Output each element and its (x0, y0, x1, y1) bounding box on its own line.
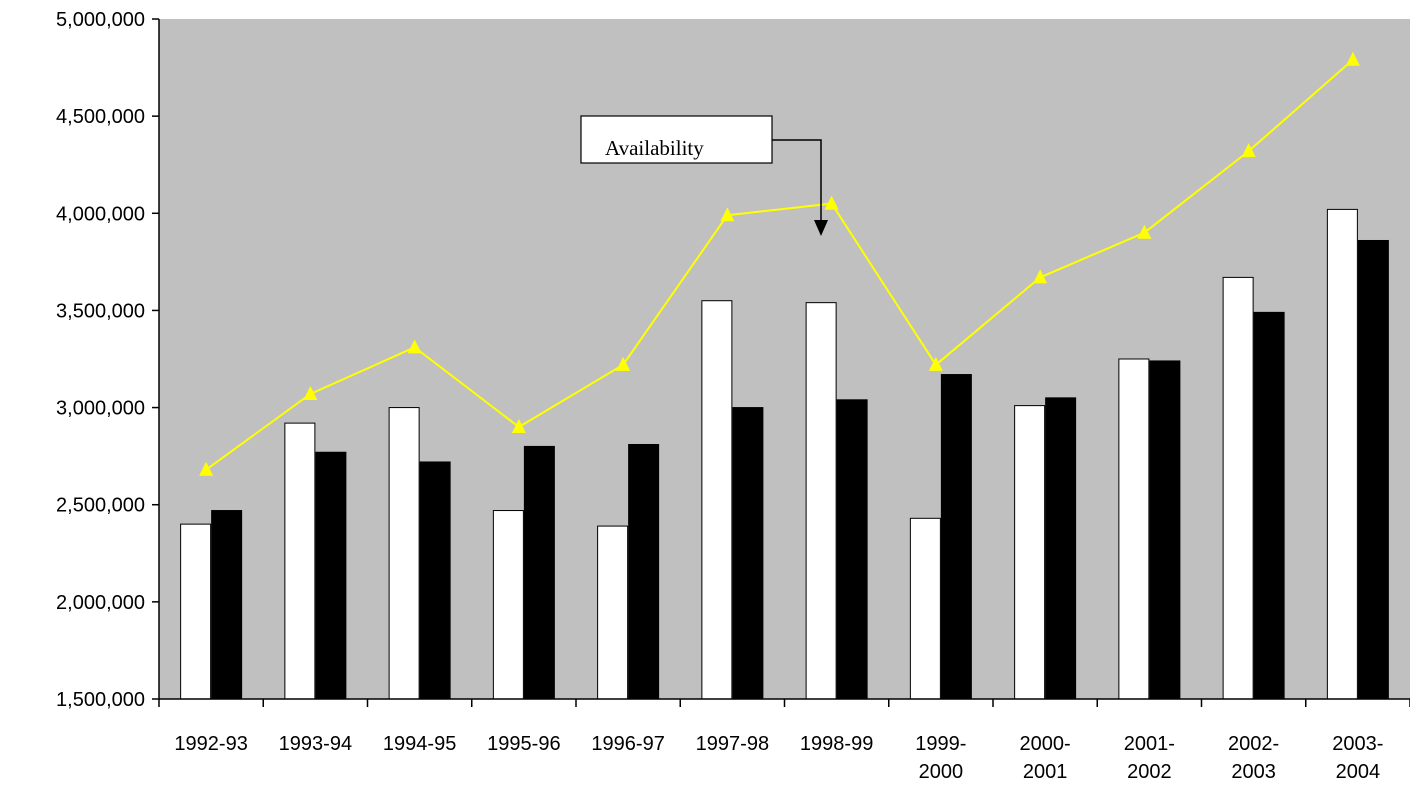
bar-white-1995-96 (492, 510, 524, 700)
bar-black-2001-2002 (1149, 360, 1181, 700)
bar-black-1992-93 (211, 510, 243, 700)
availability-marker-2002-2003 (1241, 143, 1256, 158)
x-tick-label: 1996-97 (591, 733, 664, 755)
availability-marker-1999-2000 (928, 356, 943, 371)
x-tick-label: 2003-2004 (1332, 733, 1383, 783)
bar-black-2003-2004 (1357, 239, 1389, 700)
x-tick-label: 2000-2001 (1020, 733, 1071, 783)
availability-marker-1997-98 (720, 207, 735, 222)
y-tick-label: 3,500,000 (56, 300, 145, 322)
y-tick-label: 2,500,000 (56, 495, 145, 517)
bar-white-1992-93 (180, 523, 212, 700)
bar-white-2000-2001 (1014, 405, 1046, 700)
bar-black-1999-2000 (940, 374, 972, 700)
y-tick-label: 5,000,000 (56, 9, 145, 31)
x-tick-label: 1992-93 (174, 733, 247, 755)
y-tick-label: 4,500,000 (56, 106, 145, 128)
bar-white-1994-95 (388, 407, 420, 700)
bar-black-2000-2001 (1045, 397, 1077, 700)
bar-black-1996-97 (628, 443, 660, 700)
annotation-label: Availability (605, 136, 704, 160)
y-tick-label: 3,000,000 (56, 398, 145, 420)
y-tick-label: 4,000,000 (56, 203, 145, 225)
availability-marker-1994-95 (407, 339, 422, 354)
availability-marker-1995-96 (511, 419, 526, 433)
bar-white-1993-94 (284, 422, 316, 700)
bar-white-1997-98 (701, 300, 733, 700)
availability-marker-2000-2001 (1033, 269, 1048, 284)
x-tick-label: 1999-2000 (915, 733, 966, 783)
x-tick-label: 2002-2003 (1228, 733, 1279, 783)
x-tick-label: 1995-96 (487, 733, 560, 755)
plot-area (159, 19, 1410, 699)
bar-black-1994-95 (419, 461, 451, 700)
availability-marker-1993-94 (303, 385, 318, 400)
x-tick-label: 1998-99 (800, 733, 873, 755)
availability-marker-1996-97 (616, 356, 631, 371)
y-tick-label: 2,000,000 (56, 592, 145, 614)
bar-black-1998-99 (836, 399, 868, 700)
bar-white-1996-97 (597, 525, 629, 700)
bar-white-2002-2003 (1222, 276, 1254, 700)
availability-marker-2003-2004 (1345, 51, 1360, 66)
x-tick-label: 1997-98 (696, 733, 769, 755)
availability-marker-2001-2002 (1137, 224, 1152, 239)
x-tick-label: 2001-2002 (1124, 733, 1175, 783)
availability-marker-1998-99 (824, 195, 839, 210)
annotation-arrow-line (772, 139, 822, 222)
bar-black-1997-98 (732, 407, 764, 700)
bar-white-1999-2000 (909, 517, 941, 700)
annotation-box (580, 115, 773, 164)
bar-black-2002-2003 (1253, 311, 1285, 700)
y-tick-label: 1,500,000 (56, 689, 145, 711)
bar-white-2001-2002 (1118, 358, 1150, 700)
bar-white-1998-99 (805, 302, 837, 700)
availability-marker-1992-93 (199, 461, 214, 476)
annotation-arrowhead (814, 220, 828, 236)
bar-black-1993-94 (315, 451, 347, 700)
availability-annotation: Availability (580, 115, 828, 236)
bar-white-2003-2004 (1326, 208, 1358, 700)
bar-black-1995-96 (523, 445, 555, 700)
x-tick-label: 1994-95 (383, 733, 456, 755)
x-tick-label: 1993-94 (279, 733, 352, 755)
availability-line (205, 59, 1354, 471)
